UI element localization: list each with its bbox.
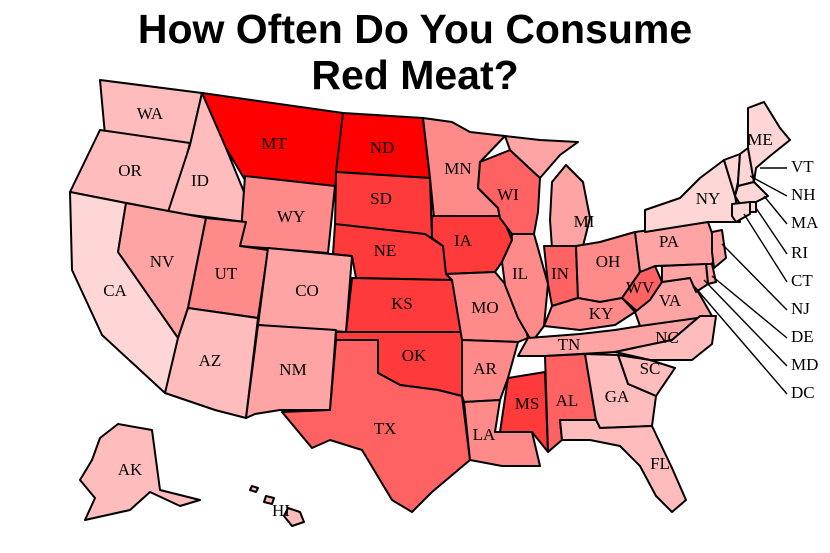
title-line-1: How Often Do You Consume [137,6,693,52]
state-HI[interactable] [283,507,305,527]
hi-island-3 [249,485,259,493]
label-OH: OH [596,252,621,271]
label-NV: NV [150,252,175,271]
state-TX[interactable] [281,339,471,513]
leader-de [711,275,788,339]
label-TN: TN [558,335,581,354]
label-DE: DE [791,327,814,346]
label-ME: ME [747,130,773,149]
label-UT: UT [215,264,238,283]
label-MN: MN [444,159,471,178]
leader-ct [743,213,788,283]
label-DC: DC [791,383,815,402]
label-GA: GA [605,387,630,406]
state-NM[interactable] [245,324,337,419]
label-MD: MD [791,355,818,374]
label-CO: CO [295,281,319,300]
label-AR: AR [473,359,497,378]
leader-nj [721,243,788,311]
label-SD: SD [370,189,392,208]
label-AZ: AZ [199,351,222,370]
label-WV: WV [626,278,655,297]
state-MS[interactable] [499,371,549,453]
label-KY: KY [589,304,614,323]
label-AL: AL [556,391,579,410]
label-IL: IL [512,264,528,283]
label-NM: NM [279,360,306,379]
leader-ma [763,195,788,225]
label-VA: VA [659,291,682,310]
label-HI: HI [272,501,290,520]
label-WY: WY [277,207,305,226]
label-NY: NY [696,189,721,208]
leader-lines [693,167,788,395]
label-ND: ND [370,138,395,157]
state-NC[interactable] [614,315,717,361]
state-NY[interactable] [644,159,741,233]
label-CT: CT [791,271,813,290]
label-MI: MI [574,212,595,231]
state-CT[interactable] [731,201,751,223]
label-ID: ID [191,171,209,190]
leader-dc [693,285,788,395]
state-ME[interactable] [747,101,791,183]
label-IN: IN [551,264,569,283]
state-MI-upper[interactable] [504,135,579,179]
state-FL[interactable] [559,419,687,513]
label-VT: VT [791,157,814,176]
title-line-2: Red Meat? [311,52,519,98]
leader-md [703,279,788,367]
label-FL: FL [650,454,670,473]
label-LA: LA [473,425,496,444]
label-PA: PA [659,232,680,251]
state-labels: WA OR CA ID NV MT WY UT CO AZ NM ND SD N… [103,104,819,520]
map-title: How Often Do You Consume Red Meat? [0,6,830,98]
label-CA: CA [103,281,127,300]
state-AZ[interactable] [164,307,259,419]
leader-nh [749,175,788,197]
label-IA: IA [454,231,473,250]
state-AK[interactable] [79,423,201,521]
label-WI: WI [497,185,519,204]
hi-island-2 [263,495,275,505]
label-NE: NE [374,241,397,260]
label-MT: MT [261,134,287,153]
label-TX: TX [374,419,397,438]
label-WA: WA [137,104,164,123]
label-NJ: NJ [791,299,810,318]
label-MO: MO [471,298,498,317]
state-MD[interactable] [661,263,709,293]
label-OK: OK [402,346,427,365]
leader-ri [755,207,788,255]
label-MA: MA [791,213,819,232]
label-NC: NC [655,328,679,347]
state-IL[interactable] [501,233,549,343]
label-NH: NH [791,185,816,204]
state-NJ[interactable] [711,229,727,269]
label-MS: MS [515,394,540,413]
label-RI: RI [791,243,808,262]
label-KS: KS [391,294,413,313]
state-MI[interactable] [549,164,591,251]
label-OR: OR [118,161,142,180]
label-AK: AK [118,460,143,479]
state-MA[interactable] [734,181,769,205]
state-shapes [69,79,791,527]
label-SC: SC [640,359,661,378]
